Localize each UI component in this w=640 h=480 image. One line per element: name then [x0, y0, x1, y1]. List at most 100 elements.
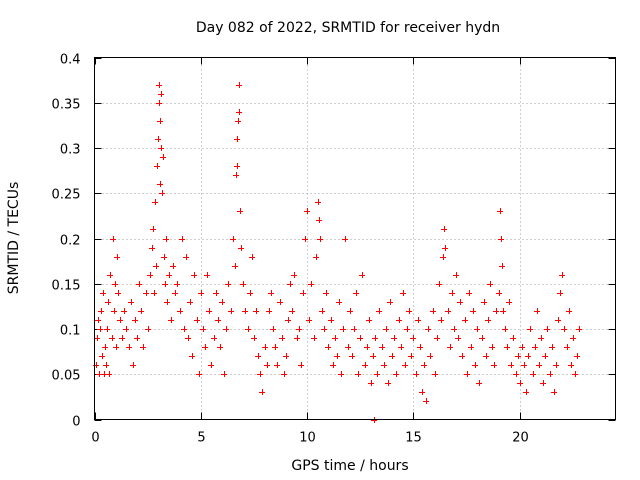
x-tick-label: 0 — [91, 431, 99, 446]
y-tick-label: 0.3 — [60, 143, 81, 158]
data-point — [421, 362, 427, 368]
data-point — [357, 335, 363, 341]
data-point — [106, 371, 112, 377]
data-point — [117, 317, 123, 323]
data-point — [105, 299, 111, 305]
data-point — [285, 317, 291, 323]
data-point — [162, 281, 168, 287]
data-point — [445, 308, 451, 314]
data-point — [508, 362, 514, 368]
data-point — [198, 290, 204, 296]
data-point — [134, 335, 140, 341]
y-tick-label: 0 — [72, 415, 80, 430]
data-point — [179, 236, 185, 242]
data-point — [159, 190, 165, 196]
data-point — [542, 353, 548, 359]
data-point — [163, 236, 169, 242]
data-point — [476, 380, 482, 386]
data-point — [425, 326, 431, 332]
data-point — [570, 335, 576, 341]
data-point — [396, 317, 402, 323]
data-point — [155, 136, 161, 142]
data-points — [93, 82, 582, 423]
data-point — [121, 308, 127, 314]
data-point — [111, 308, 117, 314]
data-point — [370, 353, 376, 359]
x-tick-label: 20 — [512, 431, 529, 446]
data-point — [353, 290, 359, 296]
data-point — [130, 362, 136, 368]
data-point — [234, 163, 240, 169]
data-point — [221, 371, 227, 377]
data-point — [549, 344, 555, 350]
data-point — [449, 290, 455, 296]
y-tick-label: 0.15 — [52, 279, 81, 294]
data-point — [410, 335, 416, 341]
y-tick-label: 0.2 — [60, 234, 81, 249]
data-point — [385, 380, 391, 386]
data-point — [328, 317, 334, 323]
data-point — [332, 335, 338, 341]
data-point — [374, 371, 380, 377]
data-point — [547, 371, 553, 377]
data-point — [119, 335, 125, 341]
data-point — [323, 290, 329, 296]
data-point — [340, 326, 346, 332]
data-point — [315, 199, 321, 205]
data-point — [487, 281, 493, 287]
data-point — [527, 326, 533, 332]
data-point — [109, 335, 115, 341]
data-point — [427, 353, 433, 359]
data-point — [493, 308, 499, 314]
data-point — [330, 362, 336, 368]
data-point — [219, 299, 225, 305]
data-point — [523, 389, 529, 395]
data-point — [561, 326, 567, 332]
data-point — [417, 344, 423, 350]
data-point — [97, 326, 103, 332]
data-point — [334, 353, 340, 359]
data-point — [268, 290, 274, 296]
data-point — [311, 335, 317, 341]
data-point — [145, 326, 151, 332]
data-point — [253, 308, 259, 314]
data-point — [107, 272, 113, 278]
data-point — [474, 326, 480, 332]
data-point — [532, 344, 538, 350]
data-point — [236, 109, 242, 115]
data-point — [249, 254, 255, 260]
data-point — [138, 308, 144, 314]
data-point — [147, 272, 153, 278]
data-point — [321, 326, 327, 332]
data-point — [238, 245, 244, 251]
data-point — [536, 362, 542, 368]
data-point — [338, 371, 344, 377]
data-point — [255, 353, 261, 359]
data-point — [345, 344, 351, 350]
chart-title: Day 082 of 2022, SRMTID for receiver hyd… — [196, 20, 500, 36]
data-point — [158, 91, 164, 97]
data-point — [110, 236, 116, 242]
data-point — [519, 344, 525, 350]
data-point — [99, 353, 105, 359]
x-tick-label: 5 — [197, 431, 205, 446]
data-point — [464, 371, 470, 377]
data-point — [359, 272, 365, 278]
data-point — [234, 136, 240, 142]
data-point — [257, 371, 263, 377]
data-point — [140, 344, 146, 350]
data-point — [566, 308, 572, 314]
data-point — [100, 290, 106, 296]
data-point — [313, 254, 319, 260]
data-point — [430, 308, 436, 314]
data-point — [262, 344, 268, 350]
data-point — [525, 353, 531, 359]
x-tick-label: 10 — [299, 431, 316, 446]
y-tick-label: 0.4 — [60, 53, 81, 68]
data-point — [351, 326, 357, 332]
axis-tick-labels: 0 0.05 0.1 0.15 0.2 0.25 0.3 0.35 0.4 0 5 10 15 20 — [52, 53, 529, 446]
data-point — [540, 380, 546, 386]
data-point — [183, 254, 189, 260]
data-point — [413, 371, 419, 377]
data-point — [515, 353, 521, 359]
